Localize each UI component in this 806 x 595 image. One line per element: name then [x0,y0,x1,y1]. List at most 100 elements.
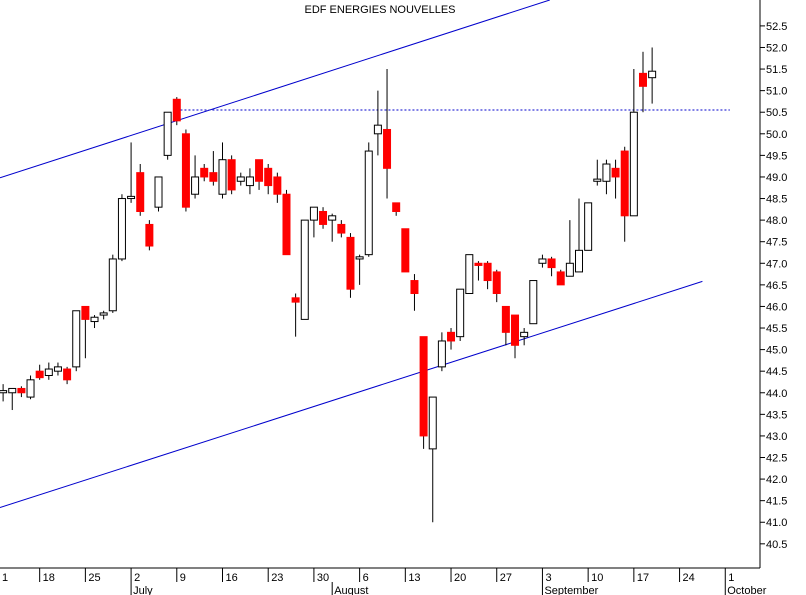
candle-body [218,159,227,195]
candle-body [8,387,17,394]
candle-body [337,223,346,234]
y-tick-label: 41.5 [766,496,787,508]
y-tick-label: 43.0 [766,431,787,443]
y-tick-label: 45.5 [766,323,787,335]
candle-body [529,280,538,325]
y-tick-label: 47.5 [766,237,787,249]
candle-body [620,150,629,217]
candle-body [456,288,465,338]
candle-body [309,206,318,221]
candle-body [437,340,446,368]
candle-body [154,176,163,208]
candle-body [465,254,474,294]
candle-body [648,70,657,79]
candle-body [72,310,81,368]
y-tick-label: 50.5 [766,107,787,119]
candle-body [520,331,529,338]
candle-body [547,258,556,269]
candle-body [181,133,190,208]
y-tick-label: 50.0 [766,129,787,141]
candle-body [209,172,218,182]
candle-body [81,305,90,320]
x-tick-label: 25 [88,572,100,584]
candle-body [556,271,565,286]
x-tick-label: 10 [591,572,603,584]
candle-body [511,314,520,346]
y-tick-label: 46.5 [766,280,787,292]
candle-body [638,72,647,87]
x-tick-label: 2 [134,572,140,584]
candle-body [575,249,584,273]
candle-body [355,256,364,260]
y-tick-label: 52.5 [766,21,787,33]
y-tick-label: 51.5 [766,64,787,76]
x-tick-label: 24 [683,572,695,584]
y-tick-label: 47.0 [766,258,787,270]
x-tick-label: 6 [363,572,369,584]
candle-body [593,178,602,182]
candle-body [90,316,99,323]
candle-body [291,297,300,303]
candle-body [492,271,501,294]
y-tick-label: 43.5 [766,409,787,421]
month-label: July [133,585,153,595]
x-tick-label: 23 [271,572,283,584]
y-tick-label: 41.0 [766,517,787,529]
candle-body [163,111,172,156]
candle-body [200,167,209,178]
candle-body [602,163,611,182]
y-tick-label: 48.0 [766,215,787,227]
candle-body [611,167,620,178]
x-tick-label: 17 [637,572,649,584]
candle-body [136,172,145,212]
candle-body [236,176,245,182]
candle-body [17,387,26,394]
candle-body [364,150,373,256]
candle-body [319,210,328,225]
candle-body [127,195,136,200]
candle-body [584,202,593,251]
x-tick-label: 3 [545,572,551,584]
candle-body [300,219,309,320]
candle-body [273,176,282,195]
candle-body [419,336,428,437]
candle-body [44,368,53,377]
month-label: October [727,585,766,595]
x-tick-label: 30 [317,572,329,584]
candle-body [264,167,273,187]
y-tick-label: 48.5 [766,194,787,206]
y-tick-label: 40.5 [766,539,787,551]
y-tick-label: 42.0 [766,474,787,486]
candle-body [346,236,355,290]
y-tick-label: 44.0 [766,388,787,400]
candle-body [328,215,337,221]
chart-title: EDF ENERGIES NOUVELLES [305,4,456,16]
x-tick-label: 13 [408,572,420,584]
candle-body [501,305,510,333]
candle-body [383,128,392,169]
trend-line [0,0,550,179]
x-tick-label: 18 [43,572,55,584]
candle-body [99,312,108,316]
y-tick-label: 45.0 [766,345,787,357]
candle-body [392,202,401,212]
candle-body [227,159,236,191]
x-tick-label: 20 [454,572,466,584]
month-label: August [334,585,368,595]
candle-body [191,176,200,195]
trend-line [0,280,703,509]
candle-body [474,262,483,266]
y-tick-label: 42.5 [766,453,787,465]
candle-body [629,111,638,217]
candle-body [0,390,8,394]
x-tick-label: 1 [728,572,734,584]
candle-body [172,98,181,122]
candle-body [483,262,492,282]
y-tick-label: 49.0 [766,172,787,184]
candle-body [53,366,62,372]
candle-body [428,396,437,450]
candle-body [145,223,154,247]
y-tick-label: 49.5 [766,150,787,162]
x-tick-label: 16 [225,572,237,584]
